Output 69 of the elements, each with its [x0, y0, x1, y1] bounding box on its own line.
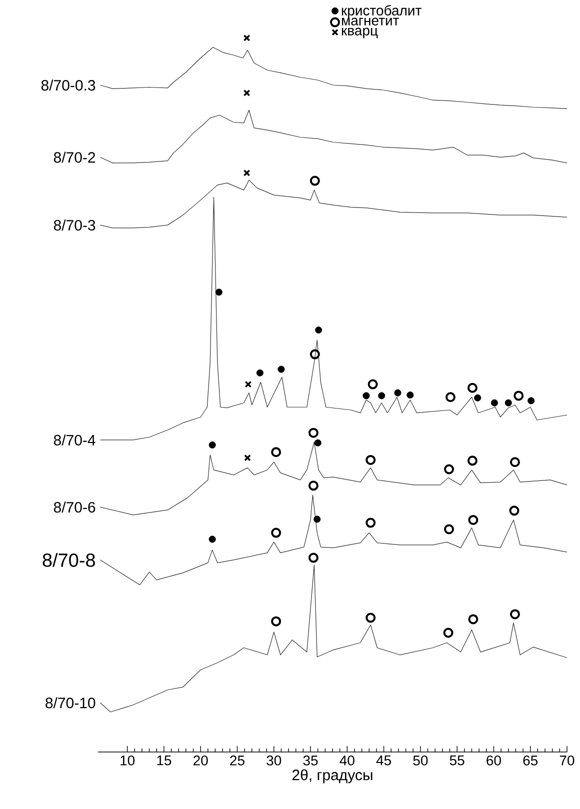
- series-label: 8/70-2: [54, 152, 96, 163]
- x-tick-label: 70: [560, 756, 574, 766]
- x-tick-label: 10: [120, 756, 135, 766]
- point: [278, 366, 285, 373]
- series-label: 8/70-8: [42, 552, 95, 567]
- point: [509, 506, 520, 516]
- point: [474, 394, 482, 402]
- point: [308, 480, 318, 491]
- point: [308, 428, 318, 438]
- point: [208, 441, 216, 448]
- x-tick-label: 15: [157, 756, 172, 766]
- point: [308, 552, 318, 563]
- point: [468, 514, 478, 525]
- x-tick-label: 55: [450, 756, 464, 766]
- point: [310, 349, 320, 360]
- point: [444, 524, 454, 534]
- point: [528, 397, 535, 404]
- point: [366, 454, 376, 465]
- legend-label: кварц: [342, 28, 378, 38]
- x-tick-label: 65: [523, 756, 538, 766]
- point: [208, 536, 216, 543]
- point: [314, 439, 322, 446]
- point: [310, 176, 320, 186]
- point: [406, 391, 414, 398]
- point: [271, 528, 282, 538]
- point: [514, 390, 524, 401]
- point: [244, 454, 251, 462]
- x-tick-label: 45: [376, 756, 391, 766]
- point: [215, 288, 222, 296]
- point: [315, 326, 322, 334]
- series-label: 8/70-10: [46, 697, 96, 708]
- point: [244, 380, 252, 388]
- point: [366, 518, 376, 528]
- point: [243, 169, 250, 176]
- point: [271, 616, 282, 626]
- point: [510, 609, 520, 620]
- point: [366, 612, 376, 623]
- x-tick-label: 40: [340, 756, 354, 766]
- point: [314, 516, 321, 523]
- legend-label: кристобалит: [342, 5, 422, 18]
- point: [444, 464, 454, 474]
- series-label: 8/70-3: [54, 220, 96, 231]
- point: [467, 382, 478, 393]
- legend-label: магнетит: [342, 18, 399, 26]
- series-label: 8/70-4: [54, 434, 96, 446]
- series-label: 8/70-0.3: [41, 80, 96, 91]
- point: [271, 447, 282, 458]
- x-tick-label: 60: [486, 756, 501, 766]
- x-axis-title: 2θ, градусы: [292, 769, 372, 784]
- point: [243, 34, 250, 42]
- point: [368, 379, 378, 390]
- point: [468, 614, 478, 624]
- point: [504, 399, 512, 406]
- point: [394, 389, 402, 396]
- point: [243, 90, 250, 96]
- point: [490, 399, 498, 406]
- x-tick-label: 50: [413, 756, 428, 766]
- point: [445, 392, 456, 402]
- x-tick-label: 30: [266, 756, 282, 766]
- point: [443, 628, 454, 638]
- series-label: 8/70-6: [54, 502, 96, 513]
- point: [467, 456, 478, 466]
- point: [256, 369, 264, 376]
- point: [510, 457, 520, 468]
- point: [378, 392, 386, 400]
- x-tick-label: 35: [303, 756, 318, 766]
- x-tick-label: 20: [194, 756, 208, 766]
- x-tick-label: 25: [230, 756, 244, 766]
- point: [362, 392, 370, 400]
